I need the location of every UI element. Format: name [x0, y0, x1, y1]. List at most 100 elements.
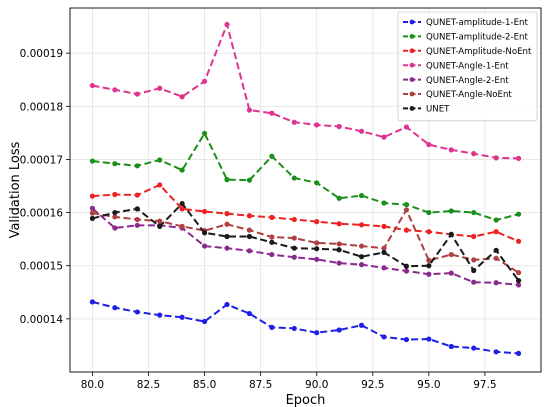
data-point	[515, 282, 522, 288]
data-point	[448, 251, 454, 258]
plot-series	[89, 21, 522, 357]
data-point	[246, 227, 253, 233]
legend-marker	[409, 106, 415, 111]
legend-item: QUNET-amplitude-1-Ent	[403, 18, 528, 28]
legend-item: QUNET-Angle-1-Ent	[403, 61, 509, 71]
data-point	[403, 202, 410, 208]
data-point	[134, 309, 140, 315]
data-point	[358, 192, 365, 199]
data-point	[314, 219, 320, 225]
series-line	[92, 300, 519, 355]
series-QUNET-Angle-2-Ent	[89, 205, 522, 288]
x-tick-label: 80.0	[81, 379, 104, 391]
data-point	[471, 257, 477, 263]
data-point	[134, 222, 140, 228]
series-QUNET-Amplitude-NoEnt	[89, 182, 522, 244]
data-point	[493, 229, 499, 235]
data-point	[112, 161, 118, 167]
data-point	[426, 263, 432, 269]
data-point	[314, 240, 320, 246]
legend-marker	[409, 62, 415, 68]
series-QUNET-amplitude-1-Ent	[89, 299, 522, 357]
x-tick-label: 90.0	[305, 379, 328, 391]
data-point	[381, 334, 387, 340]
data-point	[157, 85, 163, 91]
legend-marker	[409, 19, 415, 25]
data-point	[314, 246, 320, 252]
data-point	[224, 21, 230, 28]
series-QUNET-amplitude-2-Ent	[89, 130, 522, 223]
data-point	[179, 223, 185, 229]
legend-label: QUNET-Amplitude-NoEnt	[426, 47, 532, 57]
legend: QUNET-amplitude-1-Ent QUNET-amplitude-2-E…	[397, 11, 538, 122]
data-point	[179, 167, 185, 173]
x-tick-label: 95.0	[417, 379, 440, 391]
data-point	[224, 301, 230, 308]
x-axis-label: Epoch	[286, 393, 326, 407]
data-point	[426, 141, 432, 148]
series-line	[92, 202, 520, 282]
data-point	[426, 336, 432, 342]
x-axis-ticks: 80.0 82.5 85.0 87.5 90.0 92.5 95.0 97.5	[81, 372, 497, 391]
data-point	[291, 216, 297, 223]
data-point	[201, 130, 208, 137]
data-point	[224, 211, 230, 217]
series-QUNET-Angle-NoEnt	[89, 207, 522, 276]
data-point	[112, 214, 118, 220]
data-point	[471, 267, 477, 274]
legend-box	[397, 11, 538, 122]
x-tick-label: 92.5	[361, 379, 384, 391]
data-point	[157, 312, 163, 318]
data-point	[493, 280, 499, 286]
x-tick-label: 97.5	[473, 379, 496, 391]
data-point	[448, 343, 454, 350]
y-tick-label: 0.00018	[20, 101, 63, 113]
data-point	[224, 177, 230, 183]
legend-label: QUNET-Angle-2-Ent	[426, 76, 509, 86]
data-point	[112, 305, 118, 311]
x-tick-label: 85.0	[193, 379, 216, 391]
data-point	[471, 345, 477, 351]
series-UNET	[89, 200, 522, 284]
series-line	[91, 207, 519, 286]
data-point	[358, 262, 365, 268]
legend-item: UNET	[403, 105, 450, 115]
data-point	[336, 247, 342, 253]
data-point	[493, 349, 499, 355]
legend-marker	[409, 77, 415, 82]
data-point	[291, 325, 297, 332]
legend-label: UNET	[426, 105, 450, 115]
data-point	[89, 82, 96, 89]
data-point	[291, 119, 297, 125]
data-point	[471, 151, 477, 157]
data-point	[269, 153, 275, 159]
data-point	[426, 257, 432, 264]
series-line	[92, 207, 520, 274]
data-point	[89, 193, 96, 199]
data-point	[201, 318, 208, 325]
data-point	[314, 330, 320, 336]
data-point	[246, 213, 253, 219]
data-point	[515, 238, 522, 244]
data-point	[246, 248, 253, 254]
series-QUNET-Angle-1-Ent	[89, 21, 522, 161]
data-point	[426, 271, 432, 277]
data-point	[291, 175, 297, 181]
data-point	[493, 247, 499, 253]
data-point	[201, 208, 208, 215]
data-point	[89, 205, 96, 211]
data-point	[157, 182, 163, 188]
data-point	[493, 155, 499, 161]
y-tick-label: 0.00014	[20, 314, 64, 326]
data-point	[381, 249, 387, 256]
data-point	[201, 243, 208, 249]
data-point	[493, 255, 499, 261]
data-point	[157, 218, 163, 224]
data-point	[515, 270, 522, 276]
plot-frame	[69, 7, 542, 373]
data-point	[403, 227, 410, 233]
data-point	[291, 235, 297, 241]
data-point	[179, 94, 185, 100]
data-point	[89, 215, 96, 222]
y-tick-label: 0.00019	[20, 48, 63, 60]
